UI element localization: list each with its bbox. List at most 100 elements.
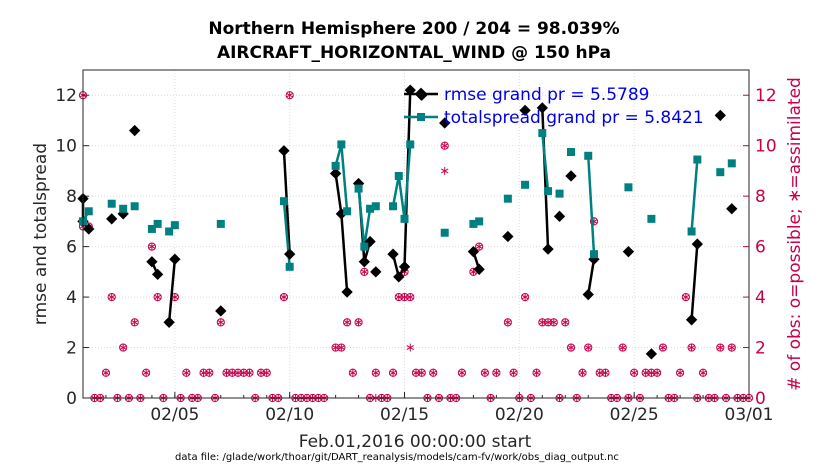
totalspread-marker xyxy=(521,180,530,189)
obs-assimilated-marker xyxy=(130,318,139,327)
totalspread-line-segment xyxy=(541,132,550,192)
totalspread-marker xyxy=(285,262,294,271)
totalspread-marker xyxy=(589,250,598,259)
y-tick-label: 10 xyxy=(55,137,77,157)
obs-count-markers xyxy=(78,91,754,403)
totalspread-marker xyxy=(693,155,702,164)
right-y-tick-label: 0 xyxy=(755,389,766,409)
totalspread-line-segment xyxy=(586,155,596,255)
obs-assimilated-marker xyxy=(699,368,707,377)
rmse-marker xyxy=(645,348,658,360)
right-y-tick-label: 2 xyxy=(755,339,766,359)
totalspread-marker xyxy=(624,183,633,192)
obs-assimilated-marker xyxy=(676,368,684,377)
totalspread-marker xyxy=(366,204,375,213)
legend-totalspread-label: totalspread grand pr = 5.8421 xyxy=(444,108,704,128)
chart-title-line2: AIRCRAFT_HORIZONTAL_WIND @ 150 hPa xyxy=(217,43,611,63)
obs-assimilated-marker xyxy=(262,368,271,377)
rmse-line-segment xyxy=(587,259,596,295)
obs-assimilated-marker xyxy=(618,343,627,352)
totalspread-marker xyxy=(107,199,116,208)
right-y-axis-label: # of obs: o=possible; ∗=assimilated xyxy=(785,77,805,391)
obs-assimilated-marker xyxy=(728,343,736,352)
right-y-tick-label: 8 xyxy=(755,187,766,207)
obs-assimilated-marker xyxy=(285,91,294,100)
totalspread-marker xyxy=(475,217,484,226)
rmse-marker xyxy=(146,256,158,268)
rmse-marker xyxy=(215,305,227,317)
totalspread-marker xyxy=(360,242,369,251)
rmse-marker xyxy=(714,109,726,122)
obs-assimilated-marker xyxy=(440,141,449,150)
y-tick-label: 0 xyxy=(66,389,77,409)
obs-assimilated-marker xyxy=(337,343,346,352)
x-tick-label: 02/05 xyxy=(150,405,199,425)
totalspread-marker xyxy=(216,219,225,228)
totalspread-marker xyxy=(354,184,363,193)
obs-assimilated-marker xyxy=(504,318,512,327)
legend-totalspread-square xyxy=(417,113,425,121)
totalspread-marker xyxy=(567,148,576,156)
obs-assimilated-marker xyxy=(509,368,518,377)
rmse-marker xyxy=(278,145,290,157)
obs-assimilated-marker xyxy=(578,368,587,377)
rmse-marker xyxy=(329,167,342,180)
totalspread-marker xyxy=(503,194,512,203)
totalspread-marker xyxy=(716,168,725,177)
totalspread-marker xyxy=(130,202,139,211)
obs-assimilated-marker xyxy=(440,166,449,175)
obs-assimilated-marker xyxy=(475,242,483,251)
rmse-marker xyxy=(553,210,566,222)
grid-lines xyxy=(83,70,750,399)
obs-assimilated-marker xyxy=(561,318,570,327)
rmse-marker xyxy=(542,243,554,255)
rmse-marker xyxy=(169,253,181,265)
totalspread-marker xyxy=(337,140,346,149)
totalspread-marker xyxy=(400,214,409,223)
rmse-marker xyxy=(341,286,353,298)
rmse-marker xyxy=(726,203,738,215)
legend-rmse-label: rmse grand pr = 5.5789 xyxy=(444,85,649,105)
obs-assimilated-marker xyxy=(567,343,575,352)
obs-assimilated-marker xyxy=(217,318,225,327)
chart-title-line1: Northern Hemisphere 200 / 204 = 98.039% xyxy=(208,19,619,39)
rmse-marker xyxy=(502,230,514,243)
legend: rmse grand pr = 5.5789 totalspread grand… xyxy=(404,85,704,128)
totalspread-marker xyxy=(119,204,128,213)
legend-rmse-diamond xyxy=(414,87,428,101)
plot-frame xyxy=(82,69,750,399)
rmse-marker xyxy=(129,124,141,137)
x-tick-label: 02/10 xyxy=(265,405,314,425)
obs-assimilated-marker xyxy=(153,293,162,302)
totalspread-marker xyxy=(538,129,547,138)
obs-assimilated-marker xyxy=(630,368,638,377)
obs-assimilated-marker xyxy=(343,318,351,327)
obs-assimilated-marker xyxy=(429,368,437,377)
totalspread-marker xyxy=(469,219,478,228)
totalspread-marker xyxy=(394,171,403,180)
obs-assimilated-marker xyxy=(354,318,363,327)
rmse-marker xyxy=(473,263,485,275)
obs-assimilated-marker xyxy=(406,293,415,302)
x-tick-label: 02/25 xyxy=(610,405,659,425)
totalspread-marker xyxy=(170,221,179,230)
rmse-marker xyxy=(151,268,164,281)
y-tick-label: 4 xyxy=(66,288,77,308)
rmse-line-segment xyxy=(690,243,699,320)
obs-assimilated-marker xyxy=(492,368,501,377)
rmse-line-segment xyxy=(167,259,177,323)
obs-assimilated-marker xyxy=(107,293,116,302)
right-y-tick-label: 12 xyxy=(755,86,777,106)
x-tick-label: 02/20 xyxy=(495,405,544,425)
totalspread-marker xyxy=(727,159,736,168)
totalspread-marker xyxy=(584,151,593,160)
y-tick-label: 8 xyxy=(66,187,77,207)
totalspread-marker xyxy=(84,207,93,216)
obs-assimilated-marker xyxy=(682,293,690,302)
right-y-tick-label: 4 xyxy=(755,288,766,308)
obs-assimilated-marker xyxy=(687,343,696,352)
rmse-marker xyxy=(358,256,370,268)
totalspread-marker xyxy=(343,207,352,216)
totalspread-marker xyxy=(165,227,174,236)
